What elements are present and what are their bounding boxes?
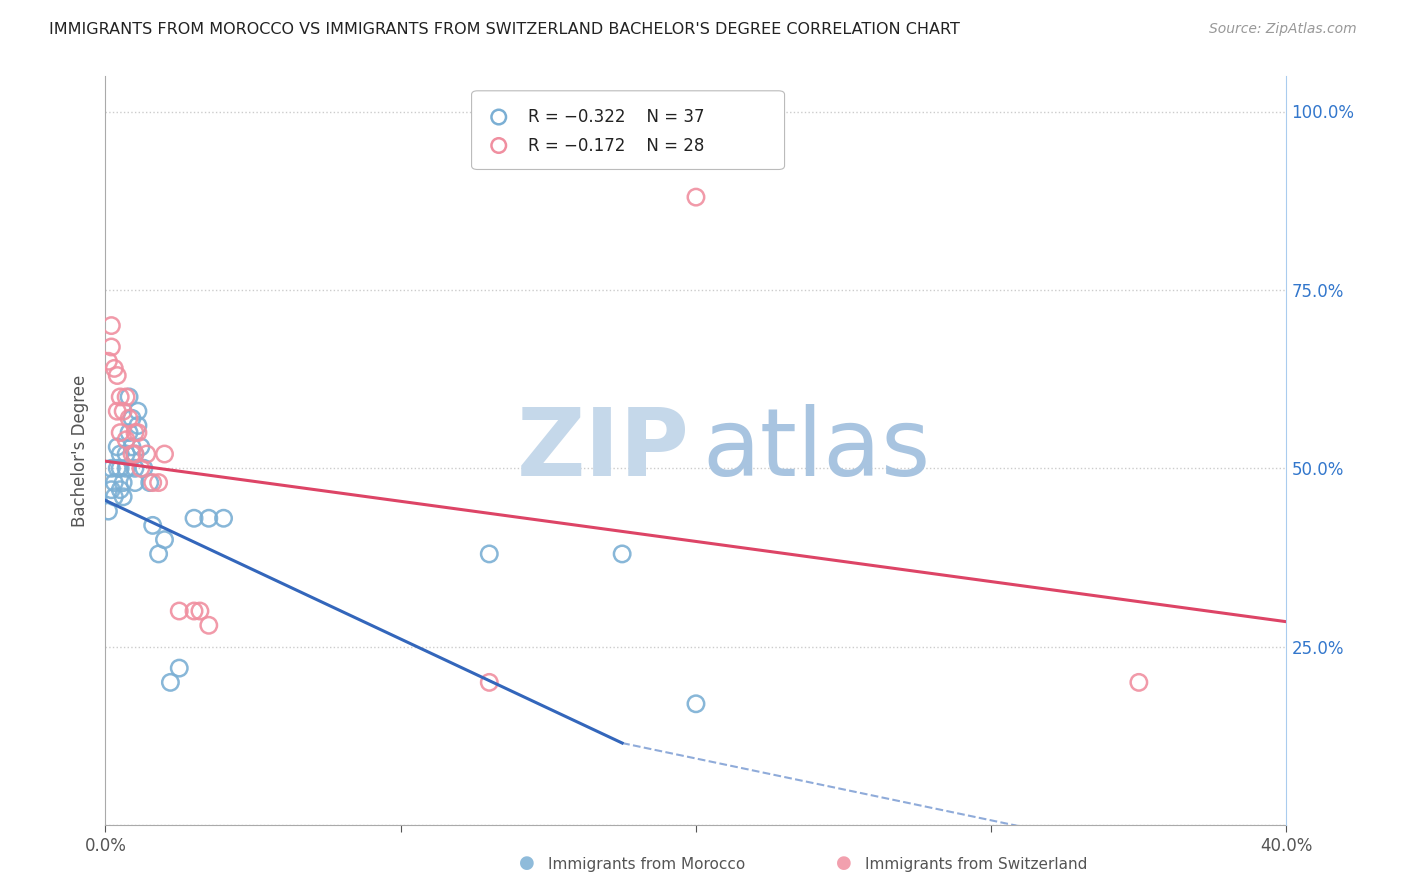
Point <box>112 490 135 504</box>
Point <box>110 461 132 475</box>
Point <box>124 425 146 440</box>
Point <box>112 404 135 418</box>
Point <box>148 547 170 561</box>
Point <box>100 483 122 497</box>
Point <box>212 511 235 525</box>
Point <box>1077 144 1099 158</box>
Point <box>118 390 141 404</box>
Point <box>105 368 128 383</box>
Text: Immigrants from Morocco: Immigrants from Morocco <box>548 857 745 872</box>
Point <box>110 483 132 497</box>
Point <box>115 390 138 404</box>
Text: Source: ZipAtlas.com: Source: ZipAtlas.com <box>1209 22 1357 37</box>
Point <box>1077 170 1099 185</box>
Point <box>97 504 120 518</box>
Point <box>169 661 191 675</box>
Point <box>142 518 165 533</box>
Point <box>153 533 176 547</box>
Point <box>183 511 205 525</box>
Point <box>115 461 138 475</box>
Point <box>124 461 146 475</box>
Point <box>105 440 128 454</box>
Text: atlas: atlas <box>702 404 931 497</box>
Point <box>685 190 707 204</box>
Point <box>135 447 157 461</box>
Point <box>115 433 138 447</box>
Point <box>110 390 132 404</box>
Point <box>103 361 125 376</box>
Point <box>129 461 152 475</box>
FancyBboxPatch shape <box>471 91 785 169</box>
Point <box>110 425 132 440</box>
Point <box>127 418 149 433</box>
Point <box>169 604 191 618</box>
Text: IMMIGRANTS FROM MOROCCO VS IMMIGRANTS FROM SWITZERLAND BACHELOR'S DEGREE CORRELA: IMMIGRANTS FROM MOROCCO VS IMMIGRANTS FR… <box>49 22 960 37</box>
Point <box>478 675 501 690</box>
Point <box>100 461 122 475</box>
Point <box>1128 675 1150 690</box>
Point <box>105 404 128 418</box>
Point <box>97 354 120 368</box>
Point <box>124 447 146 461</box>
Point <box>132 461 155 475</box>
Text: Immigrants from Switzerland: Immigrants from Switzerland <box>865 857 1087 872</box>
Point <box>129 440 152 454</box>
Point <box>197 511 219 525</box>
Point <box>112 475 135 490</box>
Point <box>100 340 122 354</box>
Point <box>153 447 176 461</box>
Point <box>115 447 138 461</box>
Point <box>121 411 143 425</box>
Point <box>124 475 146 490</box>
Text: ●: ● <box>519 855 536 872</box>
Point <box>124 447 146 461</box>
Point <box>478 547 501 561</box>
Point <box>610 547 633 561</box>
Point <box>100 318 122 333</box>
Text: R = −0.322    N = 37: R = −0.322 N = 37 <box>529 108 704 126</box>
Text: ●: ● <box>835 855 852 872</box>
Point <box>105 461 128 475</box>
Point <box>197 618 219 632</box>
Text: R = −0.172    N = 28: R = −0.172 N = 28 <box>529 136 704 154</box>
Point <box>118 411 141 425</box>
Point <box>183 604 205 618</box>
Point <box>685 697 707 711</box>
Point <box>188 604 211 618</box>
Point <box>121 440 143 454</box>
Point <box>103 490 125 504</box>
Point <box>121 447 143 461</box>
Point <box>118 425 141 440</box>
Point <box>110 447 132 461</box>
Point <box>103 475 125 490</box>
Point <box>127 425 149 440</box>
Text: ZIP: ZIP <box>517 404 690 497</box>
Point <box>148 475 170 490</box>
Y-axis label: Bachelor's Degree: Bachelor's Degree <box>72 375 90 526</box>
Point <box>142 475 165 490</box>
Point <box>159 675 181 690</box>
Point <box>138 475 162 490</box>
Point <box>127 404 149 418</box>
